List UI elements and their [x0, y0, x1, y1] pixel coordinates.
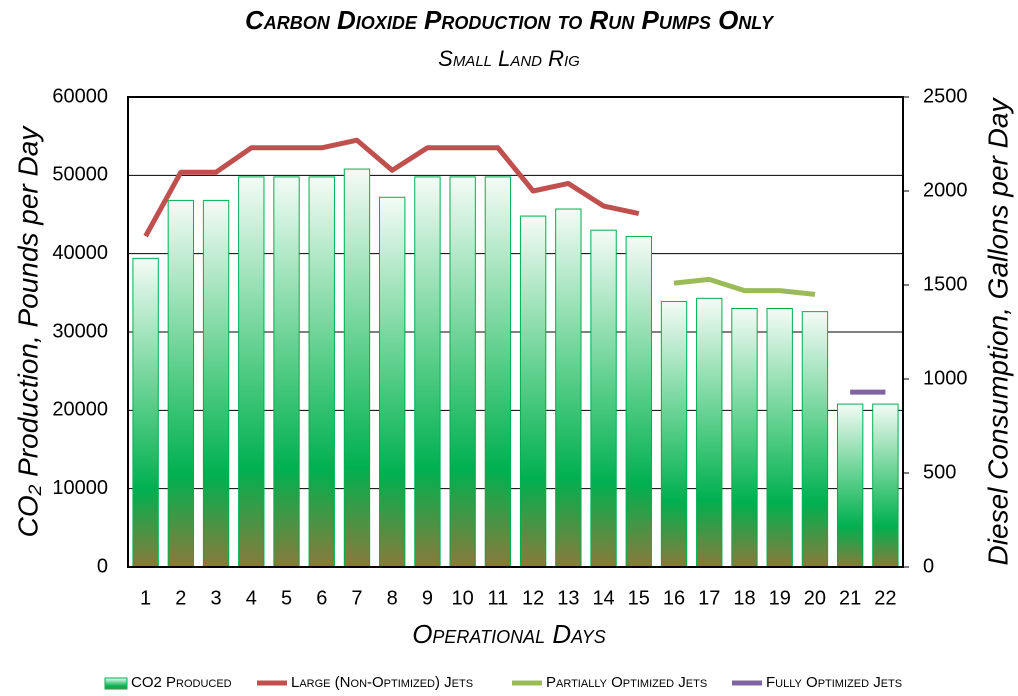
bar	[625, 235, 652, 568]
x-tick-label: 21	[839, 587, 861, 609]
x-tick-label: 10	[452, 587, 474, 609]
bar	[343, 168, 371, 568]
x-tick-label: 3	[211, 587, 222, 609]
bar	[379, 196, 406, 568]
bar	[660, 300, 688, 568]
x-tick-label: 8	[387, 587, 398, 609]
x-tick-label: 17	[698, 587, 720, 609]
plot-border	[127, 96, 904, 568]
line-series	[143, 137, 640, 238]
x-tick-label: 5	[281, 587, 292, 609]
x-tick-label: 22	[874, 587, 896, 609]
x-tick-label: 9	[422, 587, 433, 609]
y2-tick-label: 0	[923, 555, 934, 577]
bar	[273, 176, 300, 568]
bar	[590, 229, 617, 568]
bar	[202, 199, 230, 568]
y-axis-label: CO₂ Production, Pounds per Day	[12, 125, 43, 538]
x-tick-label: 18	[733, 587, 755, 609]
chart-title: Carbon Dioxide Production to Run Pumps O…	[245, 5, 775, 35]
x-axis-label: Operational Days	[412, 619, 606, 649]
bar	[132, 257, 159, 568]
x-tick-label: 16	[663, 587, 685, 609]
legend-swatch	[104, 677, 128, 690]
bar	[696, 297, 723, 568]
y2-tick-label: 2500	[923, 85, 968, 107]
y-tick-label: 30000	[52, 320, 108, 342]
bar	[519, 215, 547, 568]
bar	[801, 311, 829, 568]
y2-tick-label: 2000	[923, 179, 968, 201]
x-tick-label: 14	[592, 587, 614, 609]
line-series	[673, 276, 816, 297]
y2-tick-label: 1000	[923, 367, 968, 389]
legend-label: Large (Non-Optimized) Jets	[291, 674, 473, 691]
bar	[872, 403, 899, 568]
bar	[555, 208, 582, 568]
x-tick-label: 20	[804, 587, 826, 609]
bar	[167, 199, 195, 568]
x-tick-label: 6	[316, 587, 327, 609]
y2-tick-label: 500	[923, 461, 956, 483]
y-tick-label: 40000	[52, 242, 108, 264]
x-tick-label: 11	[488, 587, 509, 609]
legend-label: Partially Optimized Jets	[546, 674, 707, 691]
x-tick-label: 13	[557, 587, 579, 609]
x-tick-label: 15	[628, 587, 650, 609]
y-tick-label: 50000	[52, 164, 108, 186]
bar	[766, 308, 793, 568]
y-tick-label: 0	[97, 555, 108, 577]
x-tick-label: 2	[175, 587, 186, 609]
chart-subtitle: Small Land Rig	[438, 46, 580, 71]
y-tick-label: 60000	[52, 85, 108, 107]
legend-label: CO2 Produced	[131, 674, 232, 691]
bar	[449, 176, 476, 568]
bar	[731, 308, 758, 568]
y2-axis-label: Diesel Consumption, Gallons per Day	[982, 97, 1013, 566]
x-tick-label: 12	[522, 587, 544, 609]
x-tick-label: 1	[140, 587, 151, 609]
bar	[836, 403, 864, 568]
bar	[484, 176, 512, 568]
bar	[308, 176, 335, 568]
bar	[414, 176, 441, 568]
x-tick-label: 19	[769, 587, 791, 609]
legend-label: Fully Optimized Jets	[766, 674, 902, 691]
y2-tick-label: 1500	[923, 273, 968, 295]
bar	[238, 176, 265, 568]
x-tick-label: 7	[351, 587, 362, 609]
x-tick-label: 4	[246, 587, 257, 609]
y-tick-label: 10000	[52, 477, 108, 499]
y-tick-label: 20000	[52, 399, 108, 421]
